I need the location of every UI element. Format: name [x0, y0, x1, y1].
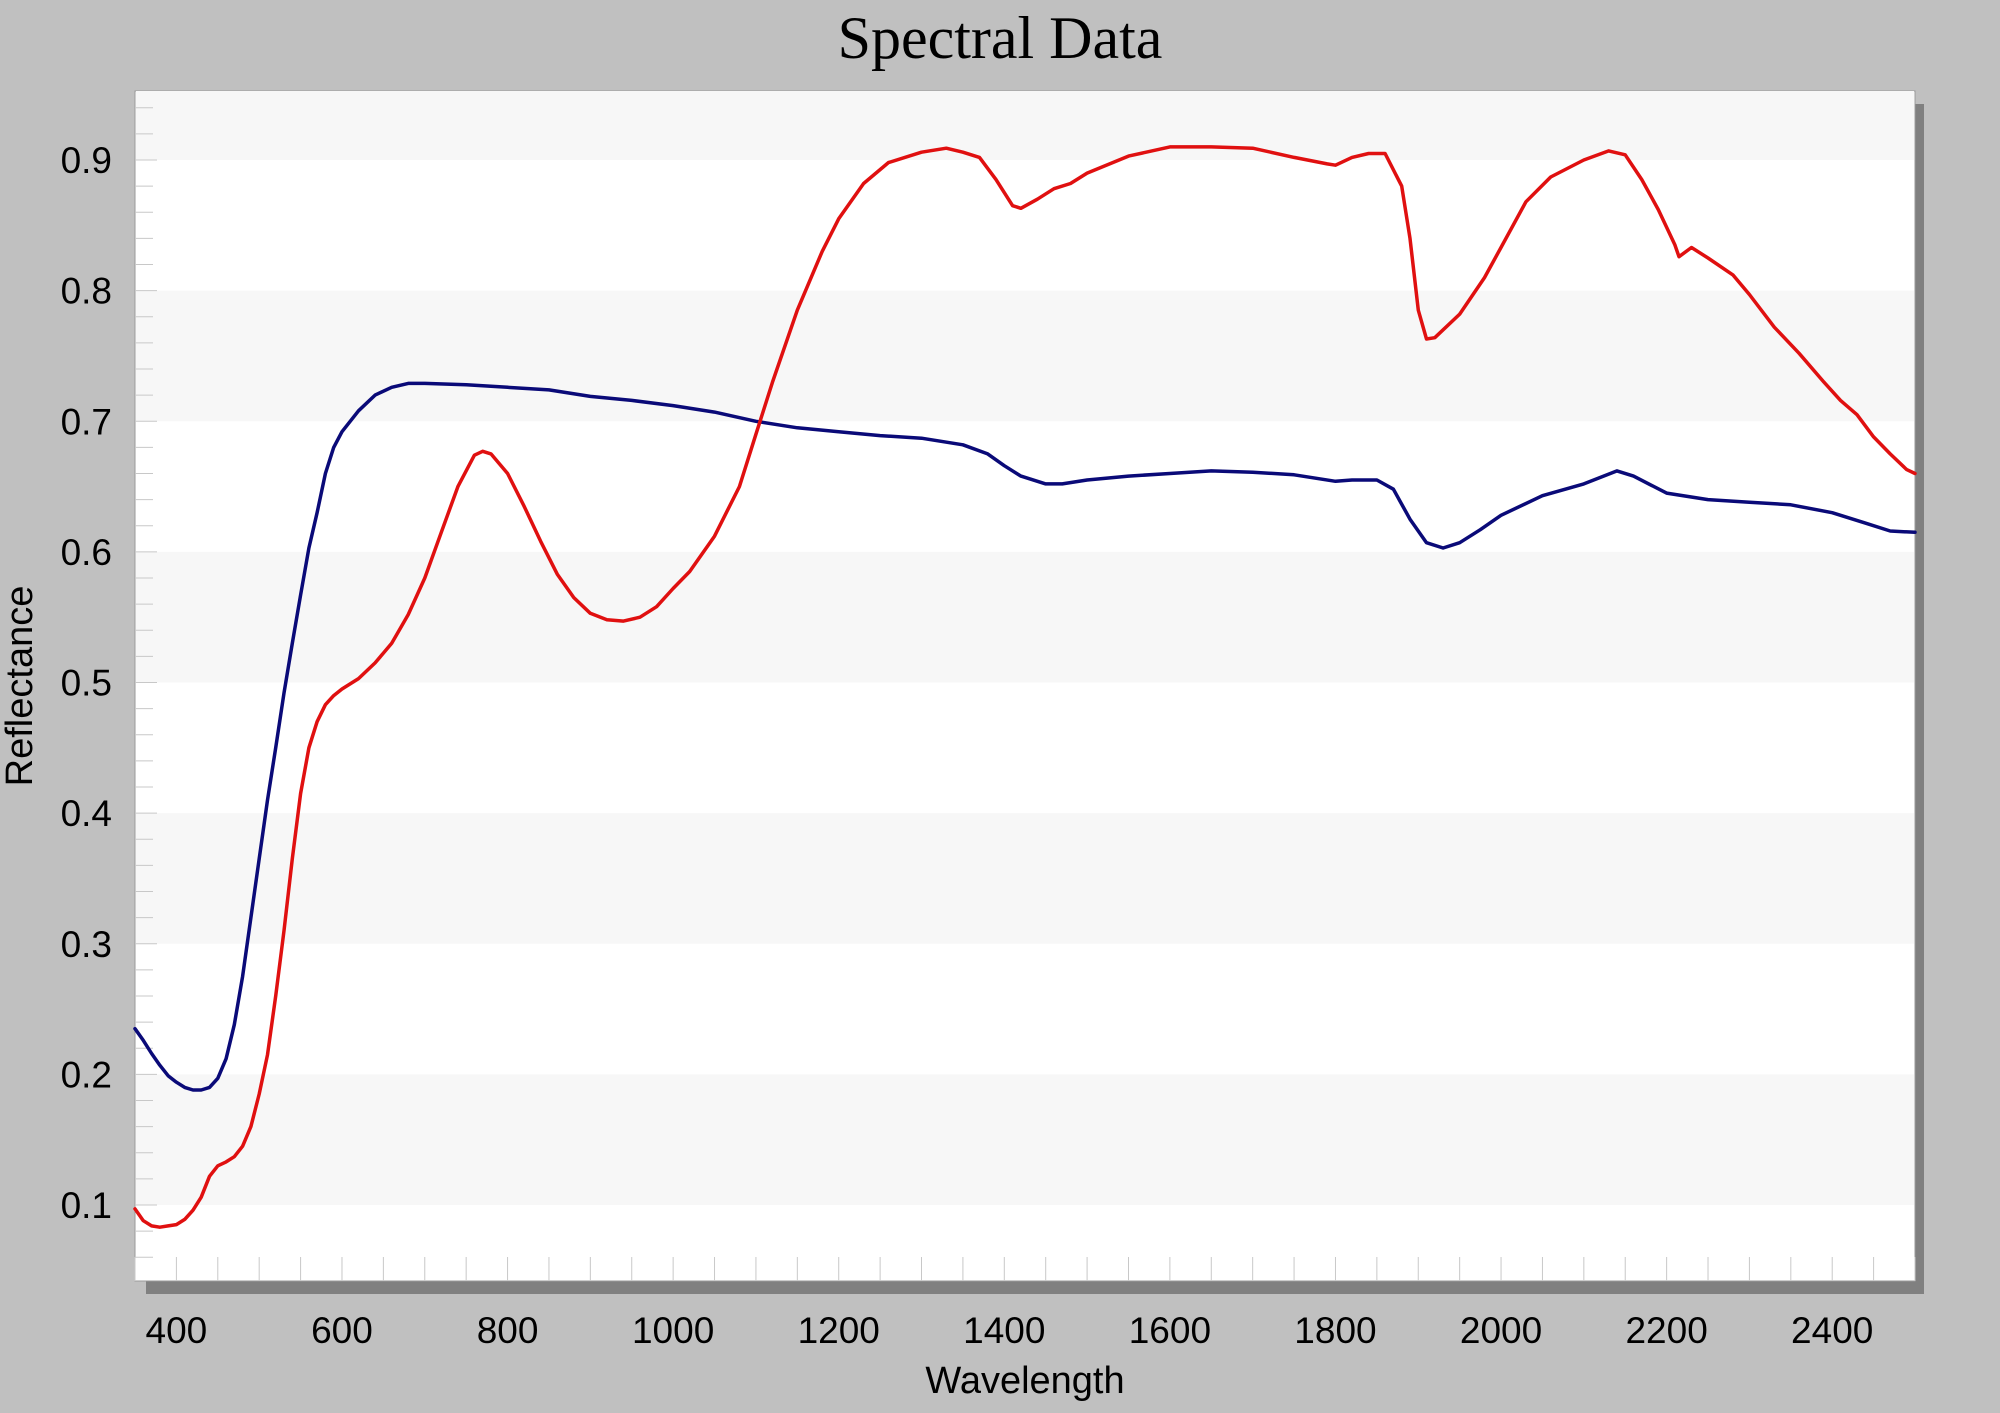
series-line-1 — [133, 381, 1917, 1092]
x-axis-ticks: 400 600 800 1000 1200 1400 1600 1800 2000 2200 240… — [146, 1310, 1874, 1351]
x-tick-label: 1200 — [798, 1310, 880, 1351]
series-group — [133, 145, 1917, 1229]
y-tick-label: 0.4 — [61, 793, 112, 834]
chart-title: Spectral Data — [838, 5, 1163, 71]
x-tick-label: 1400 — [963, 1310, 1045, 1351]
y-axis-ticks: 0.1 0.2 0.3 0.4 0.5 0.6 0.7 0.8 0.9 — [61, 140, 112, 1226]
grid-band — [136, 551, 1914, 683]
x-tick-label: 600 — [311, 1310, 373, 1351]
x-tick-label: 2000 — [1460, 1310, 1542, 1351]
grid-band — [136, 290, 1914, 422]
y-tick-label: 0.7 — [61, 401, 112, 442]
y-tick-label: 0.2 — [61, 1054, 112, 1095]
series-line-2 — [133, 145, 1917, 1229]
x-tick-label: 400 — [146, 1310, 208, 1351]
y-tick-label: 0.5 — [61, 663, 112, 704]
y-tick-label: 0.6 — [61, 532, 112, 573]
grid-bands — [136, 91, 1914, 1205]
y-tick-label: 0.1 — [61, 1185, 112, 1226]
y-tick-label: 0.3 — [61, 924, 112, 965]
x-tick-label: 800 — [477, 1310, 539, 1351]
x-tick-label: 1800 — [1294, 1310, 1376, 1351]
x-tick-label: 1000 — [632, 1310, 714, 1351]
x-axis-label: Wavelength — [925, 1360, 1124, 1402]
y-axis-label: Reflectance — [0, 586, 41, 787]
y-tick-label: 0.8 — [61, 271, 112, 312]
grid-band — [136, 1074, 1914, 1205]
y-tick-label: 0.9 — [61, 140, 112, 181]
x-tick-label: 1600 — [1129, 1310, 1211, 1351]
x-tick-label: 2400 — [1791, 1310, 1873, 1351]
minor-ticks — [134, 107, 1916, 1281]
x-tick-label: 2200 — [1625, 1310, 1707, 1351]
grid-band — [136, 91, 1914, 160]
grid-band — [136, 813, 1914, 944]
